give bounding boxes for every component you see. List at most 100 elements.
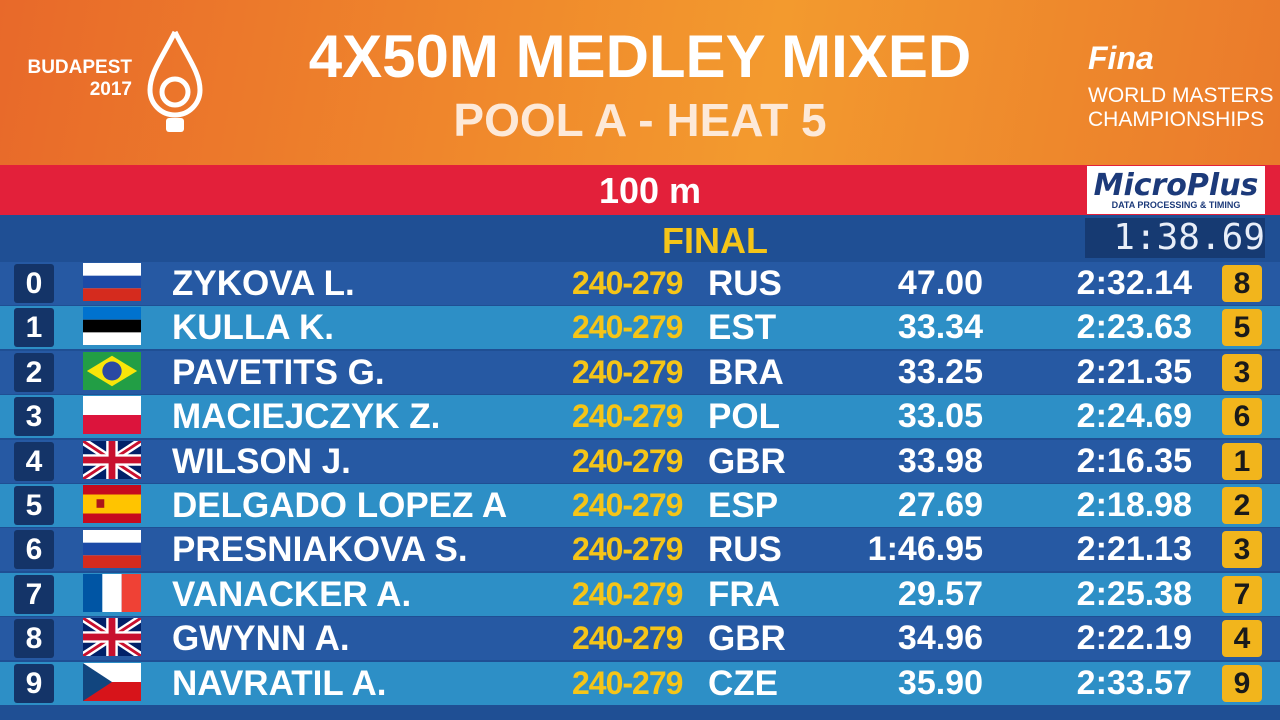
total-time: 2:16.35: [1076, 441, 1192, 480]
split-time: 27.69: [897, 486, 983, 524]
swimmer-name: DELGADO LOPEZ A: [172, 486, 508, 525]
event-logo-text: BUDAPEST 2017: [6, 57, 132, 101]
split-time: 35.90: [897, 663, 983, 702]
result-row: 9 NAVRATIL A. 240-279 CZE 35.90 2:33.57 9: [0, 661, 1280, 705]
total-time: 2:33.57: [1076, 663, 1192, 702]
split-time: 34.96: [897, 619, 983, 658]
lane-box: [14, 530, 54, 570]
header-band: [0, 0, 1280, 165]
country: BRA: [708, 352, 784, 392]
logo-year: 2017: [89, 79, 132, 100]
country: RUS: [708, 264, 782, 303]
age-group: 240-279: [572, 353, 683, 390]
result-row: 5 DELGADO LOPEZ A 240-279 ESP 27.69 2:18.98 2: [0, 484, 1280, 527]
lane: 6: [25, 533, 43, 567]
result-row: 3 MACIEJCZYK Z. 240-279 POL 33.05 2:24.69 6: [0, 395, 1280, 439]
event-logo-icon: [147, 30, 203, 132]
result-row: 2 PAVETITS G. 240-279 BRA 33.25 2:21.35 3: [0, 350, 1280, 394]
swimmer-name: MACIEJCZYK Z.: [172, 397, 441, 437]
country: GBR: [708, 619, 786, 659]
total-time: 2:23.63: [1076, 308, 1192, 347]
result-row: 4 WILSON J. 240-279 GBR 33.98 2:16.35 1: [0, 439, 1280, 483]
rank: 5: [1233, 311, 1251, 345]
lane-box: [14, 574, 54, 614]
age-group: 240-279: [572, 575, 683, 612]
swimmer-name: NAVRATIL A.: [172, 663, 387, 703]
rank: 4: [1233, 622, 1251, 656]
result-row: 7 VANACKER A. 240-279 FRA 29.57 2:25.38 7: [0, 572, 1280, 616]
age-group: 240-279: [572, 265, 683, 301]
lane: 9: [25, 666, 43, 700]
lane-box: [14, 663, 54, 703]
age-group: 240-279: [572, 531, 683, 568]
result-row: 0 ZYKOVA L. 240-279 RUS 47.00 2:32.14 8: [0, 262, 1280, 305]
rank: 9: [1233, 666, 1251, 700]
total-time: 2:32.14: [1076, 264, 1192, 302]
total-time: 2:22.19: [1076, 619, 1192, 658]
rank-box: [1222, 309, 1262, 347]
flag: [83, 618, 141, 656]
split-time: 47.00: [897, 264, 983, 302]
swimmer-name: GWYNN A.: [172, 619, 350, 659]
status: FINAL: [662, 220, 768, 261]
flag: [83, 485, 141, 523]
rank: 1: [1233, 444, 1251, 478]
split-time: 29.57: [897, 574, 983, 613]
flag: [83, 307, 141, 345]
swimmer-name: KULLA K.: [172, 308, 335, 348]
lane: 0: [25, 267, 43, 300]
rank-box: [1222, 442, 1262, 480]
flag: [83, 663, 141, 701]
rank: 3: [1233, 533, 1251, 567]
lane: 4: [25, 444, 43, 478]
subtitle: POOL A - HEAT 5: [453, 94, 827, 146]
lane-box: [14, 352, 54, 392]
lane-box: [14, 308, 54, 348]
result-row: 8 GWYNN A. 240-279 GBR 34.96 2:22.19 4: [0, 617, 1280, 661]
rank-box: [1222, 265, 1262, 302]
flag: [83, 263, 141, 301]
flag: [83, 396, 141, 434]
total-time: 2:24.69: [1076, 397, 1192, 436]
lane: 5: [25, 489, 43, 522]
lane: 2: [25, 355, 43, 389]
age-group: 240-279: [572, 664, 683, 701]
rank-box: [1222, 353, 1262, 391]
title: 4X50M MEDLEY MIXED: [308, 23, 972, 90]
distance-bar: [0, 165, 1280, 215]
age-group: 240-279: [572, 398, 683, 435]
flag: [83, 530, 141, 568]
rank-box: [1222, 620, 1262, 658]
age-group: 240-279: [572, 620, 683, 657]
split-time: 33.05: [897, 397, 983, 436]
fina-brand: Fina: [1088, 40, 1154, 76]
country: GBR: [708, 441, 786, 481]
rank-box: [1222, 664, 1262, 702]
country: ESP: [708, 486, 779, 525]
swimmer-name: WILSON J.: [172, 441, 351, 481]
age-group: 240-279: [572, 487, 683, 523]
distance: 100 m: [598, 170, 702, 211]
lane: 8: [25, 622, 43, 656]
split-time: 33.98: [897, 441, 983, 480]
rank-box: [1222, 531, 1262, 569]
swimmer-name: PRESNIAKOVA S.: [172, 530, 468, 570]
split-time: 33.25: [897, 352, 983, 391]
country: POL: [708, 397, 780, 437]
race-clock: 1:38.69: [1085, 218, 1265, 258]
total-time: 2:18.98: [1076, 486, 1192, 524]
lane-box: [14, 264, 54, 303]
rank-box: [1222, 398, 1262, 436]
sponsor-tagline: DATA PROCESSING & TIMING: [1111, 200, 1241, 210]
lane: 7: [25, 577, 43, 611]
total-time: 2:21.13: [1076, 530, 1192, 569]
split-time: 1:46.95: [867, 530, 983, 569]
country: RUS: [708, 530, 782, 570]
logo-city: BUDAPEST: [27, 57, 132, 78]
flag: [83, 441, 141, 479]
sponsor-box: MicroPlus DATA PROCESSING & TIMING: [1087, 166, 1265, 214]
rank: 2: [1233, 489, 1251, 522]
flag: [83, 352, 141, 390]
rank-box: [1222, 575, 1262, 613]
